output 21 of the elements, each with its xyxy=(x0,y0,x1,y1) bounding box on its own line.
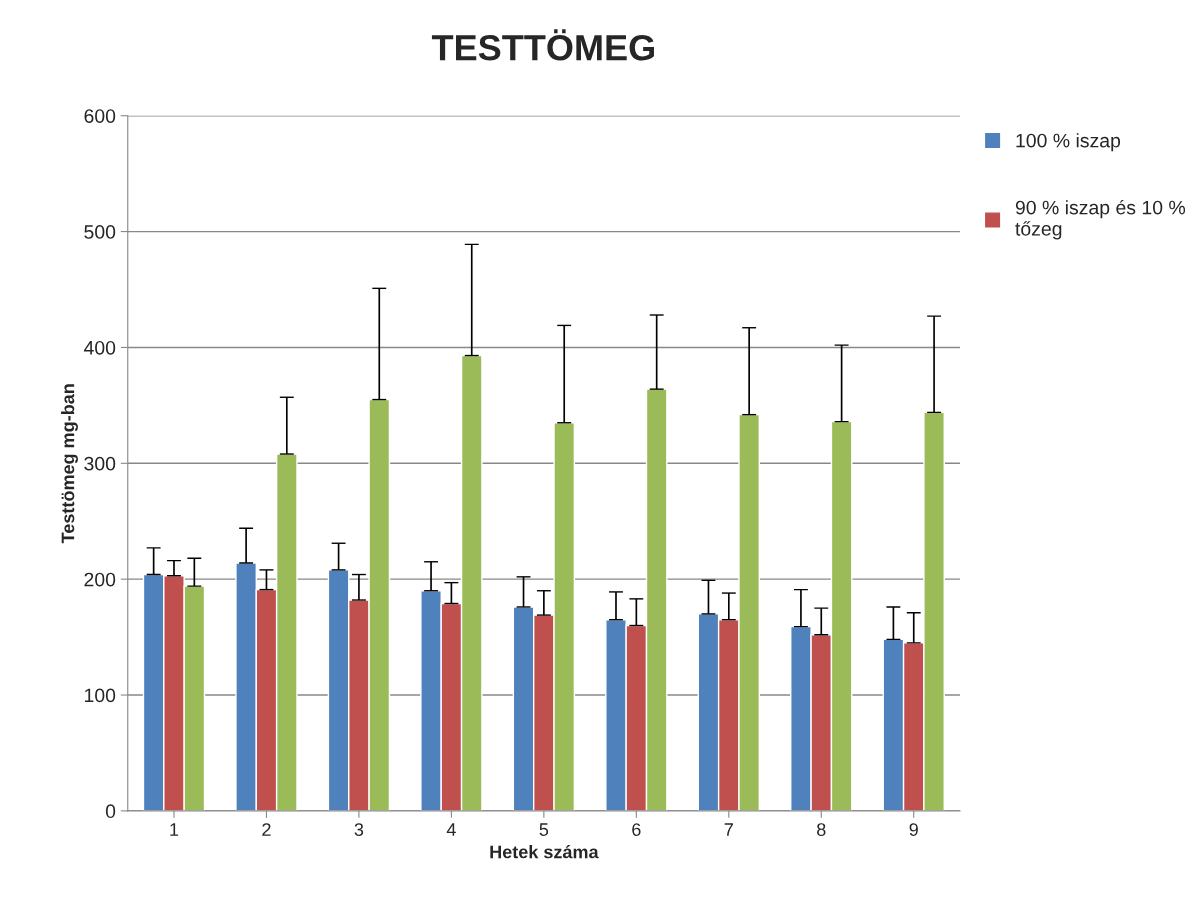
x-tick-label: 9 xyxy=(909,823,918,836)
x-tick-label: 3 xyxy=(354,823,364,836)
y-tick-label: 100 xyxy=(85,688,116,703)
x-tick-label: 7 xyxy=(724,823,733,836)
chart-title: TESTTÖMEG xyxy=(431,29,654,61)
y-tick-label: 200 xyxy=(84,572,116,587)
x-tick-label: 6 xyxy=(632,823,641,836)
y-tick-label: 400 xyxy=(83,340,116,355)
y-tick-label: 0 xyxy=(105,804,116,819)
x-tick-label: 5 xyxy=(539,823,549,836)
x-tick-label: 4 xyxy=(446,823,456,836)
x-axis-title: Hetek száma xyxy=(490,844,599,859)
y-axis-title: Testtömeg mg-ban xyxy=(61,384,78,544)
x-tick-label: 2 xyxy=(262,823,271,836)
y-tick-label: 500 xyxy=(84,225,116,239)
y-tick-label: 300 xyxy=(84,456,116,471)
legend-label: 90 % iszap és 10 % tőzeg xyxy=(1015,199,1186,240)
legend-label: 100 % iszap xyxy=(1016,133,1121,152)
y-tick-label: 600 xyxy=(84,109,116,123)
x-tick-label: 8 xyxy=(817,823,826,836)
x-tick-label: 1 xyxy=(170,823,179,836)
